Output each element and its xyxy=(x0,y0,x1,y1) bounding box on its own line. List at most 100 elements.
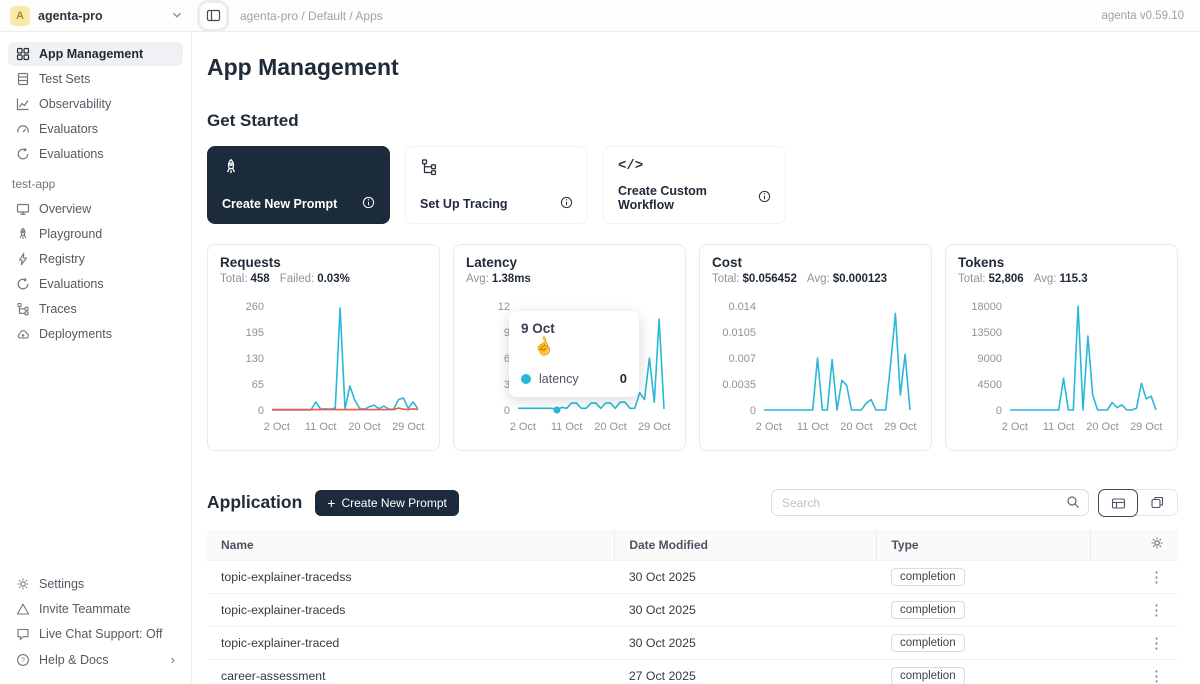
svg-text:260: 260 xyxy=(246,301,264,313)
create-new-prompt-button[interactable]: + Create New Prompt xyxy=(315,490,459,516)
sidebar-item-registry[interactable]: Registry xyxy=(8,247,183,271)
app-name[interactable]: topic-explainer-tracedss xyxy=(207,560,615,593)
workspace-switcher[interactable]: A agenta-pro xyxy=(0,6,192,26)
workspace-name: agenta-pro xyxy=(38,9,103,23)
sidebar-item-overview[interactable]: Overview xyxy=(8,197,183,221)
card-label: Set Up Tracing xyxy=(420,197,508,211)
svg-text:65: 65 xyxy=(252,379,264,391)
sidebar-item-app-management[interactable]: App Management xyxy=(8,42,183,66)
sidebar-app-section-label: test-app xyxy=(8,167,183,196)
tooltip-series-label: latency xyxy=(539,372,579,386)
table-icon xyxy=(16,72,30,86)
info-icon[interactable] xyxy=(560,196,573,212)
help-circle-icon: ? xyxy=(16,653,30,667)
sidebar-item-traces[interactable]: Traces xyxy=(8,297,183,321)
svg-text:?: ? xyxy=(21,657,25,664)
top-bar: A agenta-pro agenta-pro / Default / Apps… xyxy=(0,0,1200,32)
sidebar-item-evaluators[interactable]: Evaluators xyxy=(8,117,183,141)
sidebar-item-evaluations-app[interactable]: Evaluations xyxy=(8,272,183,296)
app-name[interactable]: topic-explainer-traced xyxy=(207,626,615,659)
search-input[interactable] xyxy=(771,489,1089,516)
table-view-button[interactable] xyxy=(1098,489,1138,517)
info-icon[interactable] xyxy=(362,196,375,212)
sidebar-item-deployments[interactable]: Deployments xyxy=(8,322,183,346)
create-custom-workflow-card[interactable]: </> Create Custom Workflow xyxy=(603,146,786,224)
get-started-title: Get Started xyxy=(207,111,1178,131)
sidebar-item-label: Observability xyxy=(39,97,111,111)
type-badge: completion xyxy=(891,568,965,586)
svg-text:20 Oct: 20 Oct xyxy=(348,421,380,433)
cost-line-chart[interactable]: 00.00350.0070.01050.0142 Oct11 Oct20 Oct… xyxy=(712,289,919,439)
latency-chart-card: Latency Avg:1.38ms 0369122 Oct11 Oct20 O… xyxy=(453,244,686,451)
row-menu-icon[interactable]: ⋮ xyxy=(1149,668,1164,684)
svg-text:0: 0 xyxy=(996,405,1002,417)
chart-stats: Avg:1.38ms xyxy=(466,273,673,285)
column-header-name[interactable]: Name xyxy=(207,530,615,560)
set-up-tracing-card[interactable]: Set Up Tracing xyxy=(405,146,588,224)
svg-text:11 Oct: 11 Oct xyxy=(1043,421,1075,433)
app-date: 30 Oct 2025 xyxy=(615,626,877,659)
card-label: Create New Prompt xyxy=(222,197,337,211)
cost-chart-card: Cost Total:$0.056452 Avg:$0.000123 00.00… xyxy=(699,244,932,451)
sidebar-item-settings[interactable]: Settings xyxy=(8,572,183,596)
column-header-date-modified[interactable]: Date Modified xyxy=(615,530,877,560)
sidebar-collapse-button[interactable] xyxy=(200,3,226,29)
tokens-line-chart[interactable]: 04500900013500180002 Oct11 Oct20 Oct29 O… xyxy=(958,289,1165,439)
chart-stats: Total:52,806 Avg:115.3 xyxy=(958,273,1165,285)
table-row[interactable]: topic-explainer-traced 30 Oct 2025 compl… xyxy=(207,626,1178,659)
svg-text:20 Oct: 20 Oct xyxy=(1086,421,1118,433)
row-menu-icon[interactable]: ⋮ xyxy=(1149,635,1164,652)
create-new-prompt-card[interactable]: Create New Prompt xyxy=(207,146,390,224)
svg-text:20 Oct: 20 Oct xyxy=(594,421,626,433)
lightning-icon xyxy=(16,252,30,266)
breadcrumb[interactable]: agenta-pro / Default / Apps xyxy=(240,9,383,23)
sidebar-item-playground[interactable]: Playground xyxy=(8,222,183,246)
table-row[interactable]: topic-explainer-traceds 30 Oct 2025 comp… xyxy=(207,593,1178,626)
requests-line-chart[interactable]: 0651301952602 Oct11 Oct20 Oct29 Oct xyxy=(220,289,427,439)
chart-line-icon xyxy=(16,97,30,111)
sidebar-item-label: Deployments xyxy=(39,327,112,341)
sidebar-item-label: Evaluations xyxy=(39,147,104,161)
trace-tree-icon xyxy=(16,302,30,316)
sidebar-item-live-chat[interactable]: Live Chat Support: Off xyxy=(8,622,183,646)
svg-text:11 Oct: 11 Oct xyxy=(551,421,583,433)
column-header-settings[interactable] xyxy=(1091,530,1178,560)
sidebar-item-label: Evaluators xyxy=(39,122,98,136)
row-menu-icon[interactable]: ⋮ xyxy=(1149,569,1164,586)
app-name[interactable]: career-assessment xyxy=(207,659,615,684)
rocket-icon xyxy=(222,158,240,176)
svg-text:29 Oct: 29 Oct xyxy=(1130,421,1162,433)
svg-text:20 Oct: 20 Oct xyxy=(840,421,872,433)
sidebar-item-evaluations[interactable]: Evaluations xyxy=(8,142,183,166)
row-menu-icon[interactable]: ⋮ xyxy=(1149,602,1164,619)
card-view-button[interactable] xyxy=(1137,490,1177,515)
type-badge: completion xyxy=(891,667,965,684)
code-icon: </> xyxy=(618,158,771,174)
app-date: 30 Oct 2025 xyxy=(615,560,877,593)
gear-icon[interactable] xyxy=(1150,539,1164,553)
sidebar-item-observability[interactable]: Observability xyxy=(8,92,183,116)
info-icon[interactable] xyxy=(758,190,771,206)
app-name[interactable]: topic-explainer-traceds xyxy=(207,593,615,626)
svg-text:0: 0 xyxy=(504,405,510,417)
svg-text:29 Oct: 29 Oct xyxy=(638,421,670,433)
svg-text:0: 0 xyxy=(750,405,756,417)
sidebar-item-invite-teammate[interactable]: Invite Teammate xyxy=(8,597,183,621)
sidebar-item-test-sets[interactable]: Test Sets xyxy=(8,67,183,91)
plus-icon: + xyxy=(327,496,335,510)
hand-cursor-icon: ☝ xyxy=(530,334,556,360)
sidebar-item-label: Registry xyxy=(39,252,85,266)
svg-text:2 Oct: 2 Oct xyxy=(1002,421,1028,433)
column-header-type[interactable]: Type xyxy=(877,530,1091,560)
svg-text:130: 130 xyxy=(246,353,264,365)
app-date: 30 Oct 2025 xyxy=(615,593,877,626)
sidebar-item-label: Playground xyxy=(39,227,102,241)
table-row[interactable]: topic-explainer-tracedss 30 Oct 2025 com… xyxy=(207,560,1178,593)
svg-text:2 Oct: 2 Oct xyxy=(756,421,782,433)
svg-text:12: 12 xyxy=(498,301,510,313)
table-row[interactable]: career-assessment 27 Oct 2025 completion… xyxy=(207,659,1178,684)
app-version: agenta v0.59.10 xyxy=(1102,10,1185,22)
svg-text:29 Oct: 29 Oct xyxy=(392,421,424,433)
sidebar-item-label: Settings xyxy=(39,577,84,591)
sidebar-item-help-docs[interactable]: ? Help & Docs › xyxy=(8,647,183,672)
